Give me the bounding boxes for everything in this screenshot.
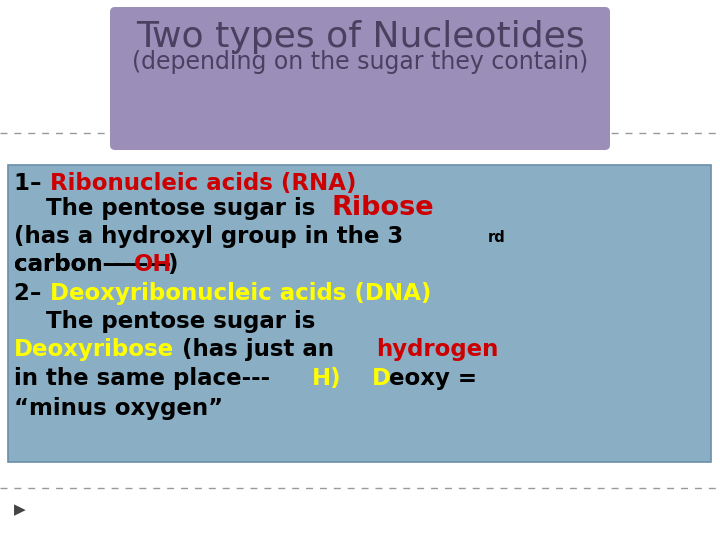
Text: 2–: 2–: [14, 282, 50, 305]
Text: The pentose sugar is: The pentose sugar is: [14, 197, 323, 220]
Text: Two types of Nucleotides: Two types of Nucleotides: [135, 20, 585, 54]
FancyBboxPatch shape: [8, 165, 711, 462]
Text: Ribonucleic acids (RNA): Ribonucleic acids (RNA): [50, 172, 356, 195]
Text: “minus oxygen”: “minus oxygen”: [14, 397, 223, 420]
FancyBboxPatch shape: [110, 7, 610, 150]
Text: 1–: 1–: [14, 172, 50, 195]
Text: eoxy =: eoxy =: [389, 367, 477, 390]
Text: ▶: ▶: [14, 503, 26, 517]
Text: rd: rd: [488, 230, 505, 245]
Text: (depending on the sugar they contain): (depending on the sugar they contain): [132, 50, 588, 74]
Text: in the same place---: in the same place---: [14, 367, 278, 390]
Text: The pentose sugar is: The pentose sugar is: [14, 310, 315, 333]
Text: carbon---: carbon---: [14, 253, 131, 276]
Text: (has just an: (has just an: [182, 338, 342, 361]
Text: hydrogen: hydrogen: [376, 338, 498, 361]
Text: D: D: [372, 367, 391, 390]
Text: Deoxyribonucleic acids (DNA): Deoxyribonucleic acids (DNA): [50, 282, 431, 305]
Text: ): ): [167, 253, 178, 276]
Text: carbon———: carbon———: [14, 253, 171, 276]
Text: OH: OH: [134, 253, 173, 276]
Text: Ribose: Ribose: [332, 195, 435, 221]
Text: Deoxyribose: Deoxyribose: [14, 338, 174, 361]
Text: (has a hydroxyl group in the 3: (has a hydroxyl group in the 3: [14, 225, 403, 248]
Text: H): H): [312, 367, 341, 390]
